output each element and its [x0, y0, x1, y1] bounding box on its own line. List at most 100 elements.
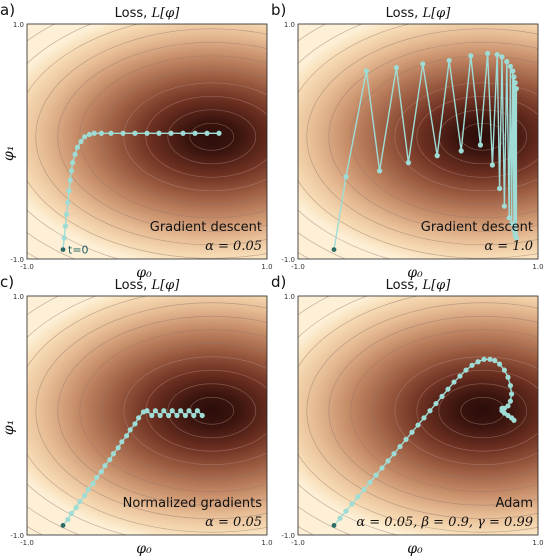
trajectory-point: [507, 63, 513, 69]
trajectory-point: [78, 138, 84, 145]
trajectory-point: [124, 433, 130, 439]
trajectory-point: [65, 516, 71, 523]
trajectory-point: [507, 398, 513, 404]
trajectory-point: [457, 373, 463, 379]
y-axis-label: φ₁: [1, 146, 17, 161]
trajectory-point: [506, 215, 512, 221]
trajectory-line: [333, 53, 518, 250]
panel-label: c): [0, 273, 14, 291]
contour-line: [57, 315, 267, 506]
trajectory-point: [343, 174, 349, 180]
contour-line: [372, 342, 538, 479]
contour-line: [416, 95, 538, 178]
y-tick-label: 1.0: [13, 21, 24, 29]
title-math: L[φ]: [150, 6, 180, 21]
contour-line: [27, 24, 267, 259]
trajectory-line: [62, 409, 203, 526]
contour-line: [306, 302, 538, 520]
panel-4: Loss, L[φ] d) -1.0 1.0 1.0 -1.0 φ₀ Adam α = 0.05…: [271, 273, 544, 557]
trajectory-point: [66, 188, 72, 194]
trajectory-point: [98, 130, 104, 136]
trajectory-point: [513, 86, 520, 92]
contour-line: [35, 302, 267, 520]
contour-line: [416, 369, 538, 452]
trajectory-point: [77, 498, 83, 505]
trajectory-point: [102, 463, 108, 469]
contour-line: [79, 55, 267, 219]
contour-line: [350, 329, 538, 493]
trajectory-point: [191, 412, 197, 419]
method-label: Adam: [495, 496, 533, 511]
trajectory-point: [445, 386, 451, 392]
contour-line: [328, 41, 538, 232]
start-point: [331, 523, 337, 528]
x-tick-label: 1.0: [532, 539, 543, 547]
trajectory-point: [433, 400, 439, 407]
trajectory-point: [182, 412, 188, 419]
y-tick-label: 1.0: [284, 293, 295, 301]
trajectory-point: [91, 130, 97, 136]
trajectory-point: [180, 130, 186, 136]
trajectory-point: [477, 142, 483, 148]
trajectory-point: [397, 443, 403, 450]
trajectory-point: [458, 148, 464, 154]
method-label: Gradient descent: [421, 220, 533, 235]
trajectory-point: [119, 439, 125, 445]
x-tick-label: -1.0: [291, 263, 305, 271]
trajectory-point: [385, 458, 391, 464]
trajectory-point: [90, 481, 96, 487]
x-tick-label: -1.0: [20, 263, 34, 271]
title-text: Loss,: [386, 6, 423, 21]
trajectory-point: [367, 479, 373, 486]
contour-line: [101, 68, 267, 205]
trajectory-point: [420, 61, 426, 67]
trajectory-point: [489, 162, 495, 168]
trajectory-point: [405, 160, 411, 166]
trajectory-point: [67, 177, 73, 183]
trajectory-point: [509, 221, 515, 227]
contour-line: [27, 296, 267, 533]
contour-line: [167, 109, 257, 165]
trajectory-point: [349, 501, 355, 507]
trajectory-point: [393, 64, 399, 71]
trajectory-point: [161, 408, 167, 414]
trajectory-point: [509, 391, 515, 397]
trajectory-point: [64, 211, 70, 217]
panel-label: b): [271, 1, 286, 19]
contour-line: [298, 24, 538, 259]
x-tick-label: 1.0: [261, 263, 272, 271]
trajectory-point: [152, 408, 158, 414]
trajectory-point: [136, 415, 142, 421]
trajectory-point: [510, 68, 516, 74]
trajectory-point: [132, 130, 138, 136]
y-tick-label: -1.0: [281, 256, 295, 264]
trajectory-point: [499, 54, 505, 60]
start-label: t=0: [68, 244, 89, 257]
trajectory-point: [156, 130, 162, 136]
trajectory-point: [166, 412, 172, 419]
hyperparameter-label: α = 0.05: [205, 239, 262, 254]
contour-line: [189, 122, 235, 151]
trajectory: [331, 356, 517, 528]
trajectory-point: [511, 74, 517, 80]
panel-1: t=0 Loss, L[φ] a) -1.0 1.0 1.0 -1.0 φ₀ φ₁ Gradien…: [0, 1, 273, 281]
trajectory-point: [82, 134, 88, 140]
contour-line: [123, 356, 267, 466]
trajectory-point: [144, 130, 150, 136]
trajectory-point: [174, 412, 180, 419]
x-tick-label: -1.0: [291, 539, 305, 547]
trajectory-point: [68, 168, 74, 174]
trajectory-point: [107, 457, 113, 463]
y-tick-label: 1.0: [284, 21, 295, 29]
plot-frame: [297, 23, 539, 260]
trajectory-point: [61, 235, 67, 241]
trajectory-point: [377, 168, 383, 174]
trajectory-point: [427, 408, 433, 414]
trajectory-point: [337, 515, 343, 521]
contours: [298, 24, 538, 259]
contour-line: [306, 28, 538, 246]
contours: [27, 24, 267, 259]
y-tick-label: 1.0: [13, 293, 24, 301]
trajectory: [60, 408, 205, 528]
